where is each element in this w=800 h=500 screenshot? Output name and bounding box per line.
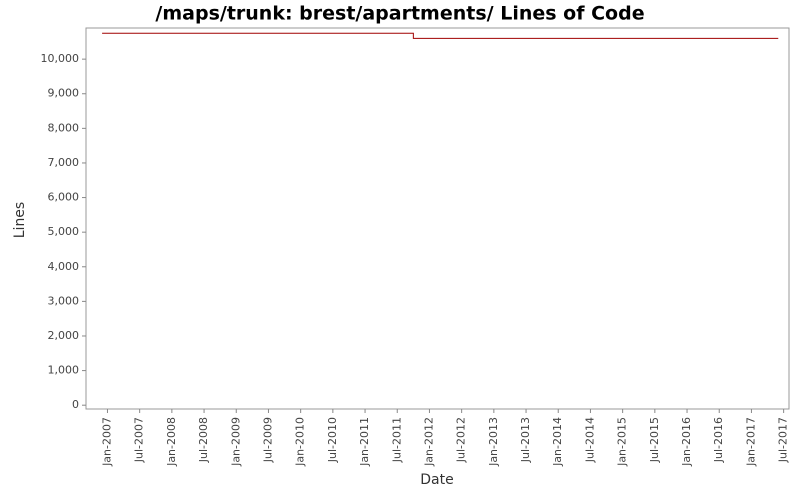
y-tick-label: 8,000 — [48, 121, 80, 134]
y-tick-label: 1,000 — [48, 364, 80, 377]
x-tick-label: Jul-2012 — [455, 417, 468, 463]
x-tick-label: Jan-2015 — [616, 417, 629, 467]
x-tick-label: Jan-2013 — [487, 417, 500, 467]
x-tick-label: Jan-2008 — [165, 417, 178, 467]
x-tick-label: Jan-2011 — [358, 417, 371, 467]
y-tick-label: 3,000 — [48, 294, 80, 307]
x-tick-label: Jul-2007 — [133, 417, 146, 463]
y-tick-label: 5,000 — [48, 225, 80, 238]
y-tick-label: 0 — [72, 398, 79, 411]
y-tick-label: 9,000 — [48, 87, 80, 100]
data-line — [102, 32, 779, 39]
y-tick-label: 6,000 — [48, 191, 80, 204]
x-tick-label: Jul-2017 — [777, 417, 790, 463]
x-tick-label: Jan-2012 — [422, 417, 435, 467]
x-tick-label: Jul-2008 — [197, 417, 210, 463]
x-tick-label: Jul-2011 — [390, 417, 403, 463]
x-tick-label: Jan-2010 — [294, 417, 307, 467]
y-tick-label: 4,000 — [48, 260, 80, 273]
y-tick-label: 7,000 — [48, 156, 80, 169]
x-tick-label: Jan-2009 — [229, 417, 242, 467]
x-tick-label: Jan-2017 — [744, 417, 757, 467]
x-tick-label: Jul-2016 — [712, 417, 725, 463]
plot-area — [85, 27, 790, 410]
x-tick-label: Jul-2013 — [519, 417, 532, 463]
y-tick-label: 10,000 — [41, 52, 80, 65]
x-tick-label: Jan-2016 — [680, 417, 693, 467]
x-tick-label: Jan-2007 — [100, 417, 113, 467]
y-axis-label: Lines — [12, 202, 28, 238]
x-tick-label: Jan-2014 — [551, 417, 564, 467]
x-tick-label: Jul-2014 — [583, 417, 596, 463]
x-tick-label: Jul-2010 — [326, 417, 339, 463]
x-axis-label: Date — [420, 472, 453, 488]
chart-title: /maps/trunk: brest/apartments/ Lines of … — [155, 3, 644, 25]
x-tick-label: Jul-2009 — [261, 417, 274, 463]
y-tick-label: 2,000 — [48, 329, 80, 342]
x-tick-label: Jul-2015 — [648, 417, 661, 463]
